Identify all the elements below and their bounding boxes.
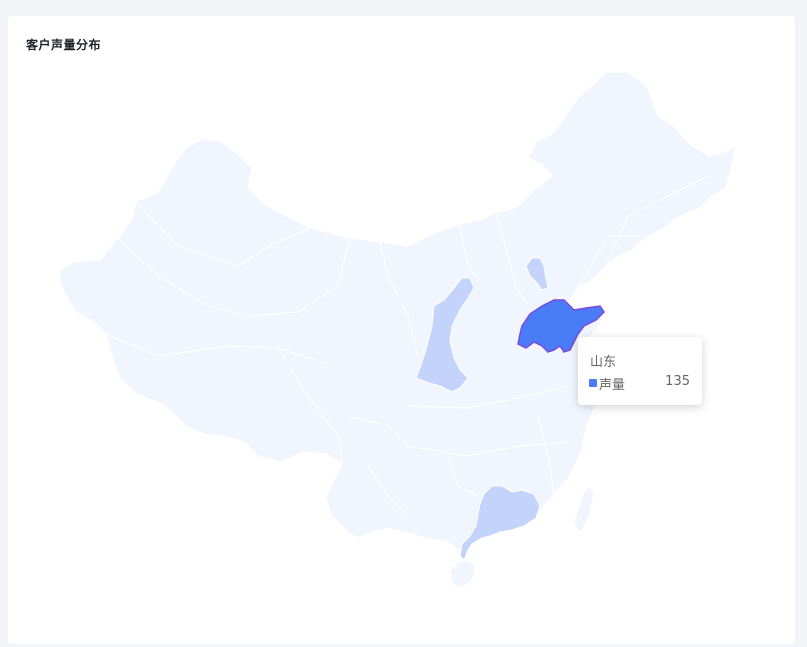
tooltip-series-marker xyxy=(589,379,597,387)
tooltip-region-name: 山东 xyxy=(590,355,617,370)
tianjin-region[interactable] xyxy=(525,257,549,291)
guangdong-region[interactable] xyxy=(459,485,541,561)
china-mainland-region xyxy=(59,71,737,551)
province-borders xyxy=(105,175,709,517)
taiwan-region xyxy=(573,485,595,533)
map-tooltip: 山东 声量 135 xyxy=(578,337,702,405)
customer-volume-card: 客户声量分布 xyxy=(8,16,795,644)
china-map xyxy=(59,71,737,589)
card-title: 客户声量分布 xyxy=(26,38,102,52)
tooltip-value: 135 xyxy=(665,374,690,389)
hainan-region xyxy=(449,559,477,589)
shaanxi-region[interactable] xyxy=(415,277,475,393)
tooltip-series-name: 声量 xyxy=(599,378,626,393)
shandong-region[interactable] xyxy=(517,299,605,353)
